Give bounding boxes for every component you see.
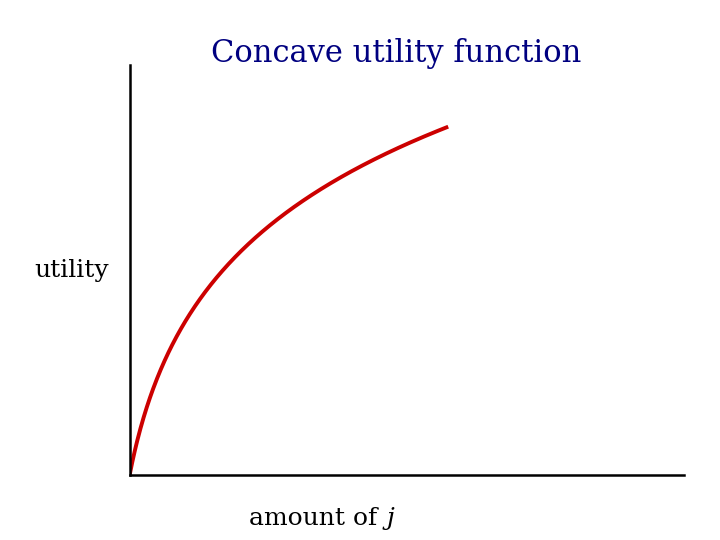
Text: utility: utility bbox=[35, 259, 109, 281]
Text: j: j bbox=[387, 507, 395, 530]
Text: amount of: amount of bbox=[249, 507, 385, 530]
Text: Concave utility function: Concave utility function bbox=[211, 38, 581, 69]
